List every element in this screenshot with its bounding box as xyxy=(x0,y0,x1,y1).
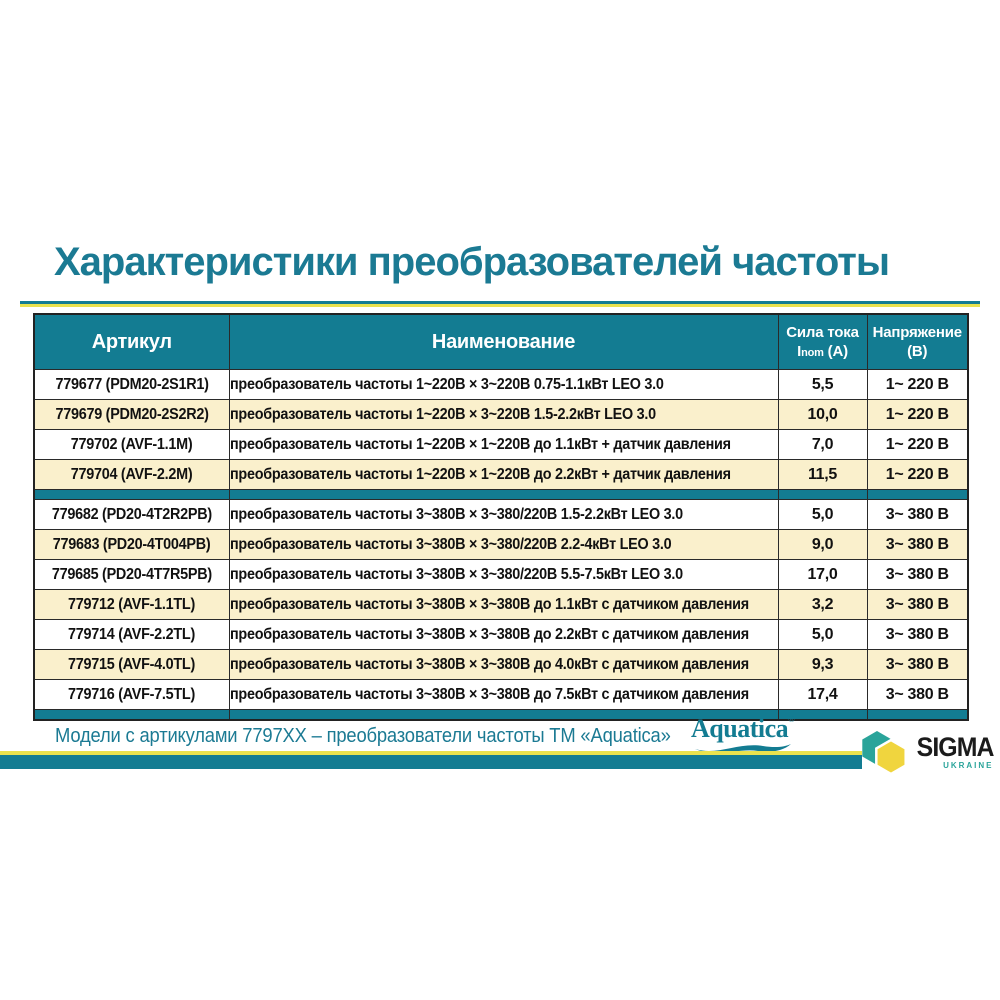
aquatica-wave-icon xyxy=(695,744,791,753)
table-row: 779685 (PD20-4T7R5PB) преобразователь час… xyxy=(33,559,969,590)
cell-current: 5,0 xyxy=(777,619,868,650)
cell-article: 779715 (AVF-4.0TL) xyxy=(33,649,230,680)
title-underline-teal xyxy=(20,301,980,304)
sigma-logo: SIGMA UKRAINE xyxy=(862,726,994,778)
cell-voltage: 1~ 220 В xyxy=(866,429,969,460)
header-current: Сила тока Inom (А) xyxy=(777,313,868,370)
sigma-logo-text: SIGMA xyxy=(916,732,995,762)
cell-voltage: 1~ 220 В xyxy=(866,459,969,490)
table-bottom-band xyxy=(33,709,969,720)
cell-current: 5,0 xyxy=(777,499,868,530)
cell-name: преобразователь частоты 3~380В × 3~380/2… xyxy=(228,529,779,560)
spec-table-body: 779677 (PDM20-2S1R1) преобразователь част… xyxy=(33,369,969,720)
aquatica-logo-text: Aquatica xyxy=(691,714,789,743)
cell-current: 17,4 xyxy=(777,679,868,710)
cell-current: 5,5 xyxy=(777,369,868,400)
cell-article: 779704 (AVF-2.2M) xyxy=(33,459,230,490)
cell-article: 779677 (PDM20-2S1R1) xyxy=(33,369,230,400)
cell-article: 779679 (PDM20-2S2R2) xyxy=(33,399,230,430)
page-title: Характеристики преобразователей частоты xyxy=(54,240,890,284)
aquatica-logo: Aquatica® xyxy=(688,714,798,756)
cell-article: 779714 (AVF-2.2TL) xyxy=(33,619,230,650)
cell-name: преобразователь частоты 3~380В × 3~380/2… xyxy=(228,559,779,590)
cell-name: преобразователь частоты 3~380В × 3~380В … xyxy=(228,679,779,710)
header-article: Артикул xyxy=(33,313,230,370)
cell-current: 7,0 xyxy=(777,429,868,460)
cell-current: 11,5 xyxy=(777,459,868,490)
cell-current: 9,3 xyxy=(777,649,868,680)
table-row: 779712 (AVF-1.1TL) преобразователь частот… xyxy=(33,589,969,620)
cell-current: 9,0 xyxy=(777,529,868,560)
cell-name: преобразователь частоты 1~220В × 3~220В … xyxy=(228,399,779,430)
table-row: 779677 (PDM20-2S1R1) преобразователь част… xyxy=(33,369,969,400)
table-row: 779683 (PD20-4T004PB) преобразователь час… xyxy=(33,529,969,560)
spec-table: Артикул Наименование Сила тока Inom (А) … xyxy=(33,313,969,721)
cell-voltage: 3~ 380 В xyxy=(866,499,969,530)
cell-name: преобразователь частоты 1~220В × 1~220В … xyxy=(228,429,779,460)
table-row: 779714 (AVF-2.2TL) преобразователь частот… xyxy=(33,619,969,650)
cell-voltage: 1~ 220 В xyxy=(866,369,969,400)
cell-voltage: 3~ 380 В xyxy=(866,559,969,590)
cell-name: преобразователь частоты 3~380В × 3~380В … xyxy=(228,649,779,680)
cell-article: 779685 (PD20-4T7R5PB) xyxy=(33,559,230,590)
table-header-row: Артикул Наименование Сила тока Inom (А) … xyxy=(33,313,969,370)
cell-name: преобразователь частоты 1~220В × 3~220В … xyxy=(228,369,779,400)
table-row: 779682 (PD20-4T2R2PB) преобразователь час… xyxy=(33,499,969,530)
sigma-hexagon-icon xyxy=(862,731,907,776)
cell-voltage: 3~ 380 В xyxy=(866,619,969,650)
cell-article: 779702 (AVF-1.1M) xyxy=(33,429,230,460)
cell-voltage: 3~ 380 В xyxy=(866,529,969,560)
cell-voltage: 3~ 380 В xyxy=(866,679,969,710)
header-voltage: Напряжение (В) xyxy=(866,313,969,370)
cell-voltage: 1~ 220 В xyxy=(866,399,969,430)
cell-article: 779716 (AVF-7.5TL) xyxy=(33,679,230,710)
sigma-logo-subtext: UKRAINE xyxy=(943,761,994,770)
cell-current: 10,0 xyxy=(777,399,868,430)
footer-teal-bar xyxy=(0,755,862,769)
cell-article: 779683 (PD20-4T004PB) xyxy=(33,529,230,560)
title-underline-yellow xyxy=(20,304,980,307)
cell-article: 779682 (PD20-4T2R2PB) xyxy=(33,499,230,530)
cell-voltage: 3~ 380 В xyxy=(866,589,969,620)
group-separator xyxy=(33,489,969,500)
footer-note: Модели с артикулами 7797ХХ – преобразова… xyxy=(55,725,671,747)
table-row: 779704 (AVF-2.2M) преобразователь частоты… xyxy=(33,459,969,490)
cell-name: преобразователь частоты 3~380В × 3~380В … xyxy=(228,619,779,650)
footer-yellow-line xyxy=(0,751,862,755)
cell-name: преобразователь частоты 3~380В × 3~380В … xyxy=(228,589,779,620)
cell-current: 3,2 xyxy=(777,589,868,620)
header-name: Наименование xyxy=(228,313,779,370)
cell-current: 17,0 xyxy=(777,559,868,590)
cell-voltage: 3~ 380 В xyxy=(866,649,969,680)
table-row: 779715 (AVF-4.0TL) преобразователь частот… xyxy=(33,649,969,680)
cell-name: преобразователь частоты 3~380В × 3~380/2… xyxy=(228,499,779,530)
registered-mark-icon: ® xyxy=(788,714,795,724)
cell-name: преобразователь частоты 1~220В × 1~220В … xyxy=(228,459,779,490)
cell-article: 779712 (AVF-1.1TL) xyxy=(33,589,230,620)
table-row: 779679 (PDM20-2S2R2) преобразователь част… xyxy=(33,399,969,430)
table-row: 779716 (AVF-7.5TL) преобразователь частот… xyxy=(33,679,969,710)
table-row: 779702 (AVF-1.1M) преобразователь частоты… xyxy=(33,429,969,460)
